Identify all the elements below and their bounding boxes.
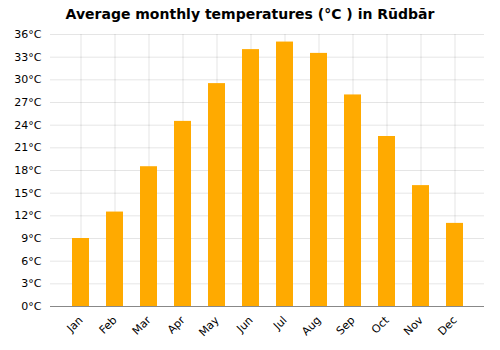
svg-text:30°C: 30°C: [14, 73, 41, 86]
svg-text:18°C: 18°C: [14, 164, 41, 177]
svg-text:0°C: 0°C: [21, 300, 41, 313]
svg-text:36°C: 36°C: [14, 28, 41, 41]
svg-text:Dec: Dec: [435, 314, 459, 338]
svg-text:Jan: Jan: [64, 314, 86, 336]
svg-text:Jun: Jun: [234, 314, 256, 336]
svg-text:Apr: Apr: [165, 313, 188, 336]
svg-text:Aug: Aug: [299, 314, 323, 338]
svg-text:27°C: 27°C: [14, 96, 41, 109]
svg-text:Sep: Sep: [334, 314, 358, 338]
svg-text:Nov: Nov: [401, 313, 426, 338]
svg-text:6°C: 6°C: [21, 255, 41, 268]
svg-text:Mar: Mar: [130, 313, 154, 337]
svg-text:Jul: Jul: [270, 314, 289, 333]
svg-text:Oct: Oct: [369, 313, 392, 336]
svg-text:May: May: [196, 313, 222, 339]
svg-text:9°C: 9°C: [21, 232, 41, 245]
svg-text:21°C: 21°C: [14, 141, 41, 154]
svg-text:12°C: 12°C: [14, 209, 41, 222]
svg-text:33°C: 33°C: [14, 51, 41, 64]
svg-text:15°C: 15°C: [14, 187, 41, 200]
html-text:Average monthly temperatures (: Average monthly temperatures (°C ) in Rū…: [65, 6, 435, 22]
svg-text:3°C: 3°C: [21, 277, 41, 290]
svg-text:24°C: 24°C: [14, 119, 41, 132]
svg-text:Feb: Feb: [97, 314, 120, 337]
